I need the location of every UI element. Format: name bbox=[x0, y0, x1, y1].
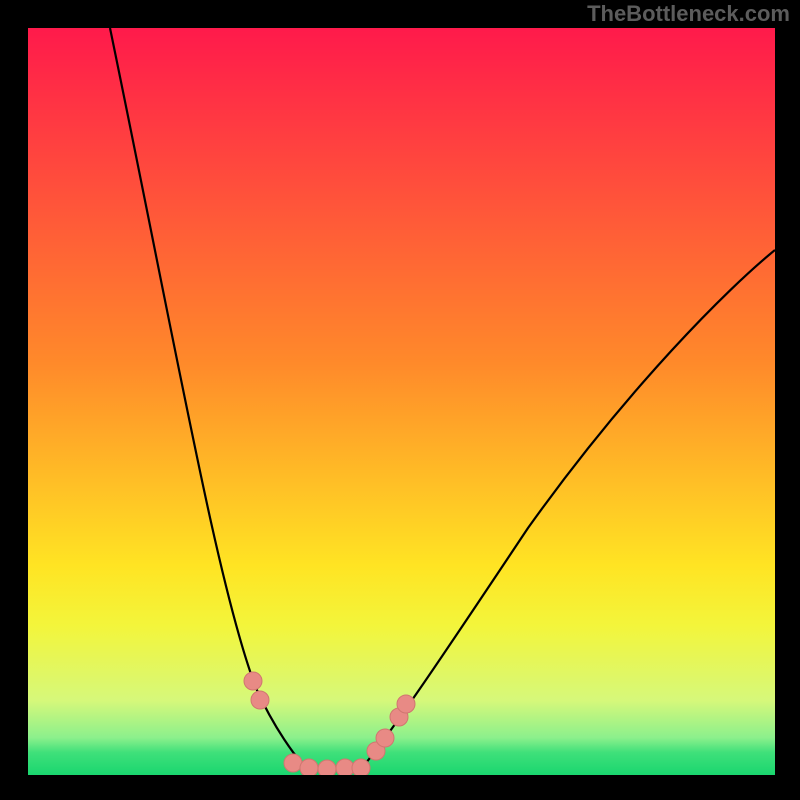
trough-marker bbox=[300, 759, 318, 775]
trough-marker bbox=[397, 695, 415, 713]
curve-right bbox=[360, 250, 775, 770]
trough-marker bbox=[336, 759, 354, 775]
bottleneck-curve bbox=[28, 28, 775, 775]
trough-marker bbox=[251, 691, 269, 709]
trough-marker bbox=[352, 759, 370, 775]
trough-marker bbox=[284, 754, 302, 772]
chart-plot-area bbox=[28, 28, 775, 775]
trough-markers bbox=[244, 672, 415, 775]
watermark-text: TheBottleneck.com bbox=[587, 1, 790, 27]
trough-marker bbox=[390, 708, 408, 726]
trough-marker bbox=[244, 672, 262, 690]
trough-marker bbox=[376, 729, 394, 747]
trough-marker bbox=[367, 742, 385, 760]
curve-left bbox=[110, 28, 308, 770]
trough-marker bbox=[318, 760, 336, 775]
